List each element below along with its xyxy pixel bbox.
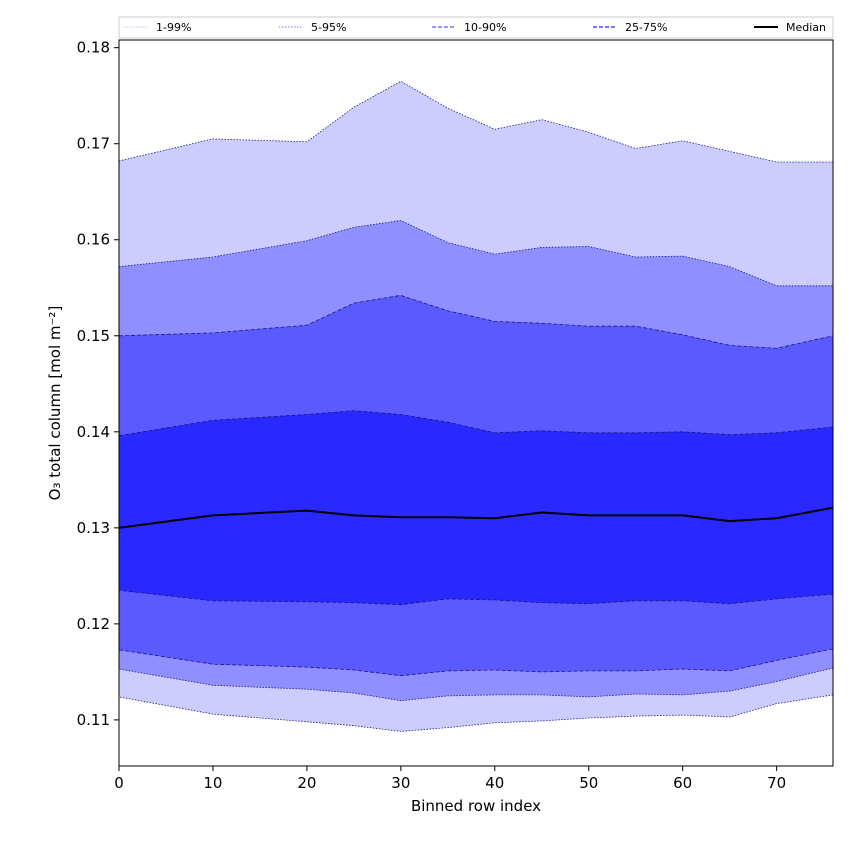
band-upper-line-10-90% xyxy=(118,294,834,349)
median-line xyxy=(118,506,834,529)
y-tick-label-0.12: 0.12 xyxy=(77,615,110,633)
y-tick-label-0.18: 0.18 xyxy=(77,39,110,57)
y-tick-label-0.17: 0.17 xyxy=(77,135,110,153)
x-tick-label-40: 40 xyxy=(485,774,504,792)
band-upper-line-25-75% xyxy=(118,410,834,437)
legend-box xyxy=(118,16,834,39)
x-axis: 0 10 20 30 40 50 60 70 xyxy=(114,766,786,792)
x-tick-label-30: 30 xyxy=(391,774,410,792)
x-tick-label-60: 60 xyxy=(673,774,692,792)
x-tick-label-50: 50 xyxy=(579,774,598,792)
plot-frame xyxy=(118,39,834,767)
x-tick-label-10: 10 xyxy=(203,774,222,792)
y-tick-label-0.13: 0.13 xyxy=(77,519,110,537)
x-tick-label-0: 0 xyxy=(114,774,124,792)
x-tick-label-70: 70 xyxy=(767,774,786,792)
legend-label-10-90%: 10-90% xyxy=(464,21,506,34)
y-axis-label: O₃ total column [mol m⁻²] xyxy=(46,306,64,501)
x-tick-label-20: 20 xyxy=(297,774,316,792)
legend-label-Median: Median xyxy=(786,21,826,34)
legend-label-5-95%: 5-95% xyxy=(311,21,346,34)
legend-label-25-75%: 25-75% xyxy=(625,21,667,34)
y-tick-label-0.11: 0.11 xyxy=(77,711,110,729)
y-tick-label-0.14: 0.14 xyxy=(77,423,110,441)
y-tick-label-0.15: 0.15 xyxy=(77,327,110,345)
band-upper-line-5-95% xyxy=(118,220,833,287)
legend-label-1-99%: 1-99% xyxy=(156,21,191,34)
y-axis: 0.11 0.12 0.13 0.14 0.15 0.16 0.17 0.18 xyxy=(77,39,119,729)
band-25-75% xyxy=(119,410,833,605)
y-tick-label-0.16: 0.16 xyxy=(77,231,110,249)
legend: 1-99% 5-95% 10-90% 25-75% Median xyxy=(118,16,834,39)
band-lower-line-25-75% xyxy=(118,589,834,606)
x-axis-label: Binned row index xyxy=(411,797,541,815)
band-lower-line-5-95% xyxy=(118,667,834,702)
median-layer xyxy=(118,506,834,529)
band-upper-line-1-99% xyxy=(118,80,833,163)
percentile-bands xyxy=(118,80,834,732)
